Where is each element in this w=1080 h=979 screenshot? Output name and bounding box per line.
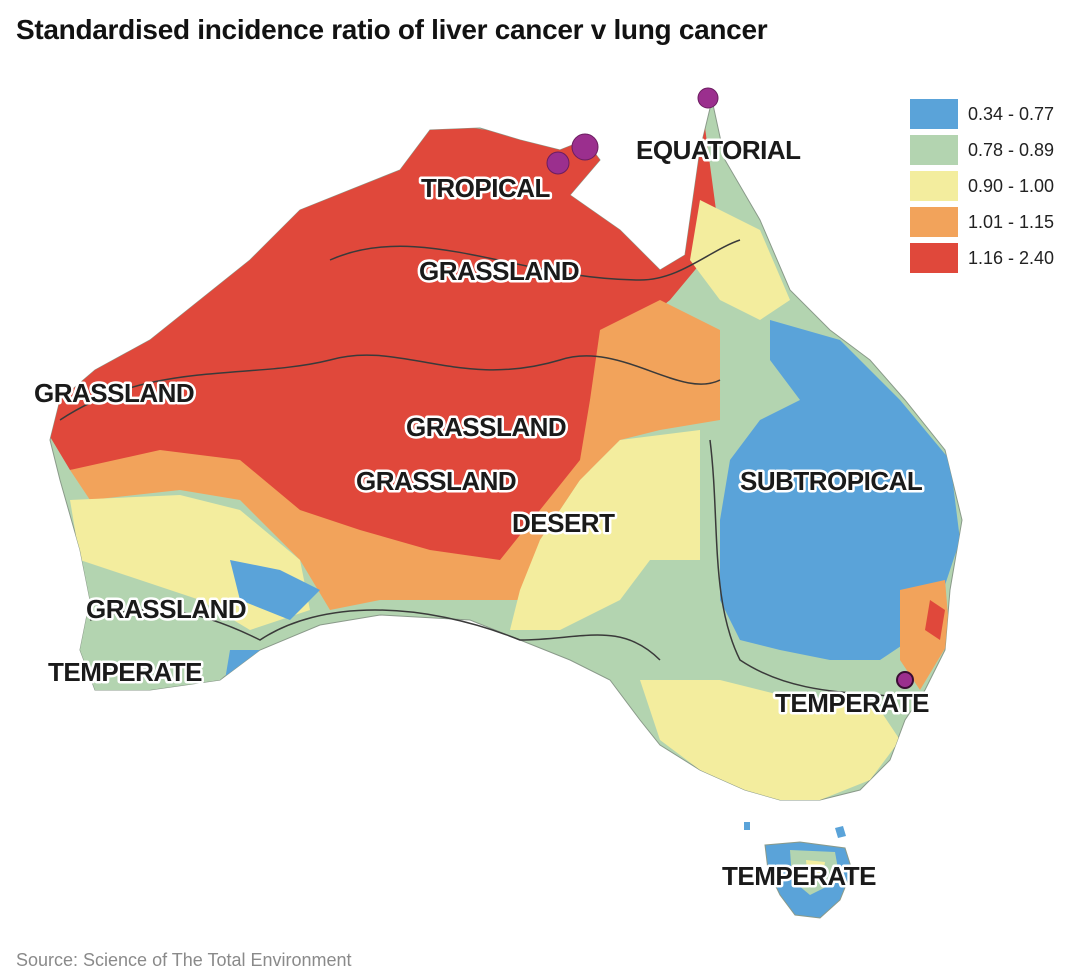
mainland-australia — [49, 99, 963, 801]
legend-swatch — [910, 243, 958, 273]
source-credit: Source: Science of The Total Environment — [16, 950, 352, 970]
legend-label: 0.90 - 1.00 — [968, 175, 1055, 196]
zone-label-subtropical: SUBTROPICAL — [740, 466, 923, 496]
map-title: Standardised incidence ratio of liver ca… — [16, 14, 768, 45]
zone-label-grassland-west: GRASSLAND — [34, 378, 194, 408]
zone-label-temperate-southwest: TEMPERATE — [48, 657, 202, 687]
zone-label-grassland-center-upper: GRASSLAND — [406, 412, 566, 442]
legend-item: 1.16 - 2.40 — [910, 240, 1054, 276]
tasmania — [744, 822, 853, 919]
marker-sydney — [896, 671, 914, 689]
legend-item: 1.01 - 1.15 — [910, 204, 1054, 240]
legend-label: 1.01 - 1.15 — [968, 211, 1055, 232]
legend-swatch — [910, 171, 958, 201]
marker-cape-york — [697, 87, 719, 109]
zone-label-desert: DESERT — [512, 508, 615, 538]
zone-label-grassland-north: GRASSLAND — [419, 256, 579, 286]
legend-swatch — [910, 135, 958, 165]
zone-label-temperate-tasmania: TEMPERATE — [722, 861, 876, 891]
legend-swatch — [910, 99, 958, 129]
marker-darwin-small — [546, 151, 570, 175]
zone-label-equatorial: EQUATORIAL — [636, 135, 801, 165]
climate-zone-labels: EQUATORIAL TROPICAL GRASSLAND GRASSLAND … — [32, 133, 933, 894]
zone-label-grassland-southwest: GRASSLAND — [86, 594, 246, 624]
zone-label-temperate-east: TEMPERATE — [775, 688, 929, 718]
legend-label: 0.34 - 0.77 — [968, 103, 1055, 124]
legend-swatch — [910, 207, 958, 237]
legend-label: 0.78 - 0.89 — [968, 139, 1055, 160]
marker-darwin-large — [571, 133, 599, 161]
zone-label-grassland-center-lower: GRASSLAND — [356, 466, 516, 496]
legend-item: 0.90 - 1.00 — [910, 168, 1054, 204]
legend-item: 0.34 - 0.77 — [910, 96, 1054, 132]
legend: 0.34 - 0.77 0.78 - 0.89 0.90 - 1.00 1.01… — [910, 96, 1054, 276]
incidence-markers — [546, 87, 914, 689]
zone-label-tropical: TROPICAL — [421, 173, 551, 203]
legend-item: 0.78 - 0.89 — [910, 132, 1054, 168]
legend-label: 1.16 - 2.40 — [968, 247, 1055, 268]
